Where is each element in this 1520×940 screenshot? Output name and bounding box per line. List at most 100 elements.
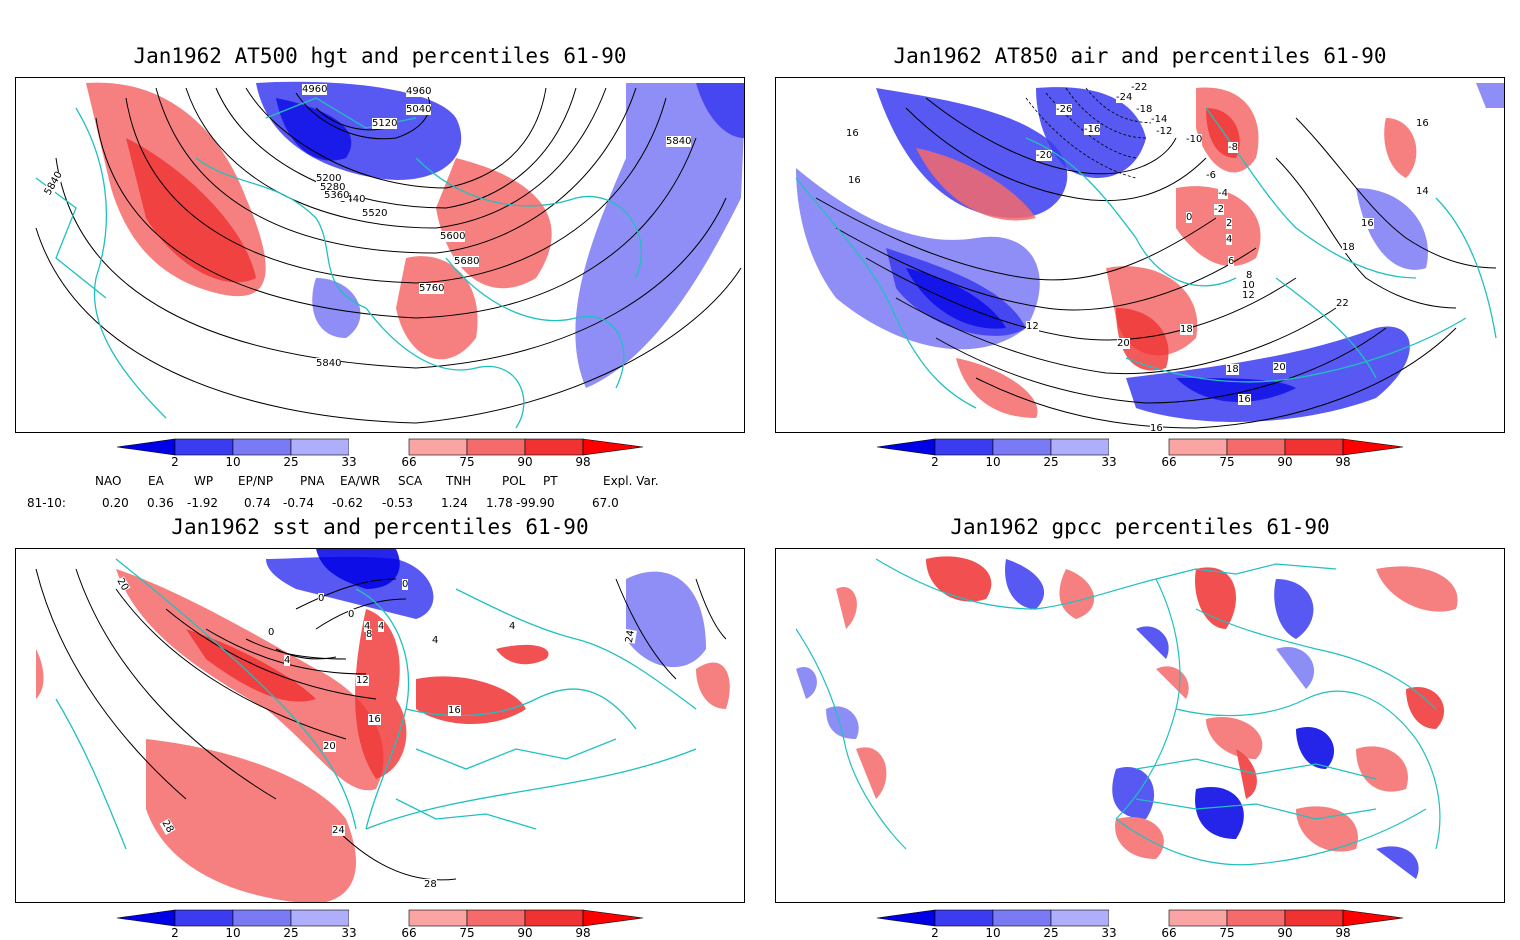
contour-label-4: 4 [1226, 234, 1233, 245]
contour-label-10: 10 [1242, 280, 1255, 291]
contour-label-16-a: 16 [368, 714, 381, 725]
tele-value-epnp: 0.74 [244, 496, 271, 510]
colorbar-arrow-high [582, 438, 644, 456]
contour-label-16-d: 16 [1361, 218, 1374, 229]
colorbar-hgt500 [116, 438, 644, 456]
contour-label-m12: -12 [1156, 126, 1173, 137]
map-hgt500: 5840 5840 5760 5680 5600 5520 5440 5120 … [15, 77, 745, 433]
colorbar-tick-label: 66 [401, 455, 417, 469]
contour-label-5200: 5200 [316, 173, 342, 184]
colorbar-tick-label: 98 [1335, 455, 1351, 469]
colorbar-air850 [876, 438, 1404, 456]
contour-label-22: 22 [1336, 298, 1349, 309]
colorbar-segment-5 [466, 438, 526, 456]
contour-label-4-c: 4 [378, 621, 385, 632]
colorbar-segment-6 [524, 909, 584, 927]
tele-header-pna: PNA [300, 474, 325, 488]
map-air850: 16 16 16 14 16 18 22 20 18 16 18 20 16 1… [775, 77, 1505, 433]
colorbar-tick-label: 75 [1219, 926, 1235, 940]
contour-label-5840-b: 5840 [316, 358, 342, 369]
colorbar-segment-0 [934, 438, 994, 456]
contour-label-16-b: 16 [848, 175, 861, 186]
tele-header-pt: PT [543, 474, 558, 488]
contour-label-5120: 5120 [372, 118, 398, 129]
colorbar-tick-label: 90 [517, 926, 533, 940]
colorbar-tick-label: 25 [1043, 455, 1059, 469]
colorbar-segment-1 [232, 438, 292, 456]
colorbar-tick-label: 33 [341, 455, 357, 469]
tele-header-sca: SCA [398, 474, 423, 488]
contour-label-0: 0 [1186, 212, 1193, 223]
colorbar-segment-1 [232, 909, 292, 927]
contour-label-4-a: 4 [284, 655, 291, 666]
colorbar-tick-label: 10 [225, 455, 241, 469]
panel-title-sst: Jan1962 sst and percentiles 61-90 [171, 515, 589, 539]
map-gpcc [775, 548, 1505, 903]
colorbar-tick-label: 25 [283, 455, 299, 469]
contour-label-18-a: 18 [1342, 242, 1355, 253]
contour-label-0-a: 0 [318, 593, 325, 604]
colorbar-segment-5 [466, 909, 526, 927]
contour-label-5040: 5040 [406, 104, 432, 115]
contour-label-4960: 4960 [406, 86, 432, 97]
contour-label-m18: -18 [1136, 104, 1153, 115]
colorbar-segment-2 [1050, 909, 1110, 927]
contour-label-24-b: 24 [623, 629, 637, 644]
contour-label-5680: 5680 [454, 256, 480, 267]
colorbar-tick-label: 33 [1101, 455, 1117, 469]
contour-label-5360: 5360 [324, 190, 350, 201]
colorbar-tick-label: 66 [1161, 455, 1177, 469]
colorbar-gpcc [876, 909, 1404, 927]
colorbar-tick-label: 33 [341, 926, 357, 940]
map-air850-svg [795, 83, 1504, 429]
tele-value-nao: 0.20 [102, 496, 129, 510]
contour-label-0-c: 0 [268, 627, 275, 638]
panel-title-air850: Jan1962 AT850 air and percentiles 61-90 [893, 44, 1387, 68]
tele-row-label: 81-10: [27, 496, 66, 510]
colorbar-segment-1 [992, 909, 1052, 927]
contour-label-m10: -10 [1186, 134, 1203, 145]
contour-label-4-b: 4 [364, 621, 371, 632]
colorbar-segment-2 [290, 438, 350, 456]
map-hgt500-svg [35, 81, 744, 429]
colorbar-tick-label: 75 [459, 455, 475, 469]
panel-title-gpcc: Jan1962 gpcc percentiles 61-90 [950, 515, 1330, 539]
map-sst-svg [35, 549, 730, 902]
tele-header-eawr: EA/WR [340, 474, 381, 488]
contour-label-6: 6 [1228, 256, 1235, 267]
tele-value-eawr: -0.62 [332, 496, 364, 510]
colorbar-segment-2 [1050, 438, 1110, 456]
colorbar-tick-label: 2 [171, 455, 179, 469]
contour-label-18-c: 18 [1180, 324, 1193, 335]
colorbar-tick-label: 90 [1277, 926, 1293, 940]
contour-label-20-b: 20 [323, 741, 336, 752]
colorbar-tick-label: 25 [1043, 926, 1059, 940]
contour-label-m16: -16 [1084, 124, 1101, 135]
contour-label-m2: -2 [1214, 204, 1224, 215]
colorbar-segment-0 [174, 438, 234, 456]
tele-value-explvar: 67.0 [592, 496, 619, 510]
colorbar-segment-6 [1284, 909, 1344, 927]
colorbar-segment-4 [1168, 909, 1228, 927]
contour-label-5520: 5520 [362, 208, 388, 219]
contour-label-16-f: 16 [1150, 423, 1163, 433]
map-sst: 20 0 0 0 0 4 4 8 4 12 16 20 24 28 28 24 … [15, 548, 745, 903]
tele-value-sca: -0.53 [382, 496, 414, 510]
contour-label-24-a: 24 [332, 825, 345, 836]
colorbar-arrow-high [582, 909, 644, 927]
colorbar-arrow-low [876, 909, 936, 927]
colorbar-tick-label: 10 [225, 926, 241, 940]
colorbar-segment-5 [1226, 909, 1286, 927]
colorbar-tick-label: 2 [171, 926, 179, 940]
colorbar-arrow-low [876, 438, 936, 456]
contour-label-16-c: 16 [1416, 118, 1429, 129]
contour-label-5840-a: 5840 [666, 136, 692, 147]
panel-title-hgt500: Jan1962 AT500 hgt and percentiles 61-90 [133, 44, 627, 68]
colorbar-segment-5 [1226, 438, 1286, 456]
contour-label-16-e: 16 [1238, 394, 1251, 405]
colorbar-segment-3 [1109, 439, 1169, 455]
colorbar-segment-2 [290, 909, 350, 927]
tele-value-ea: 0.36 [147, 496, 174, 510]
tele-header-nao: NAO [95, 474, 122, 488]
contour-label-0-b: 0 [348, 609, 355, 620]
